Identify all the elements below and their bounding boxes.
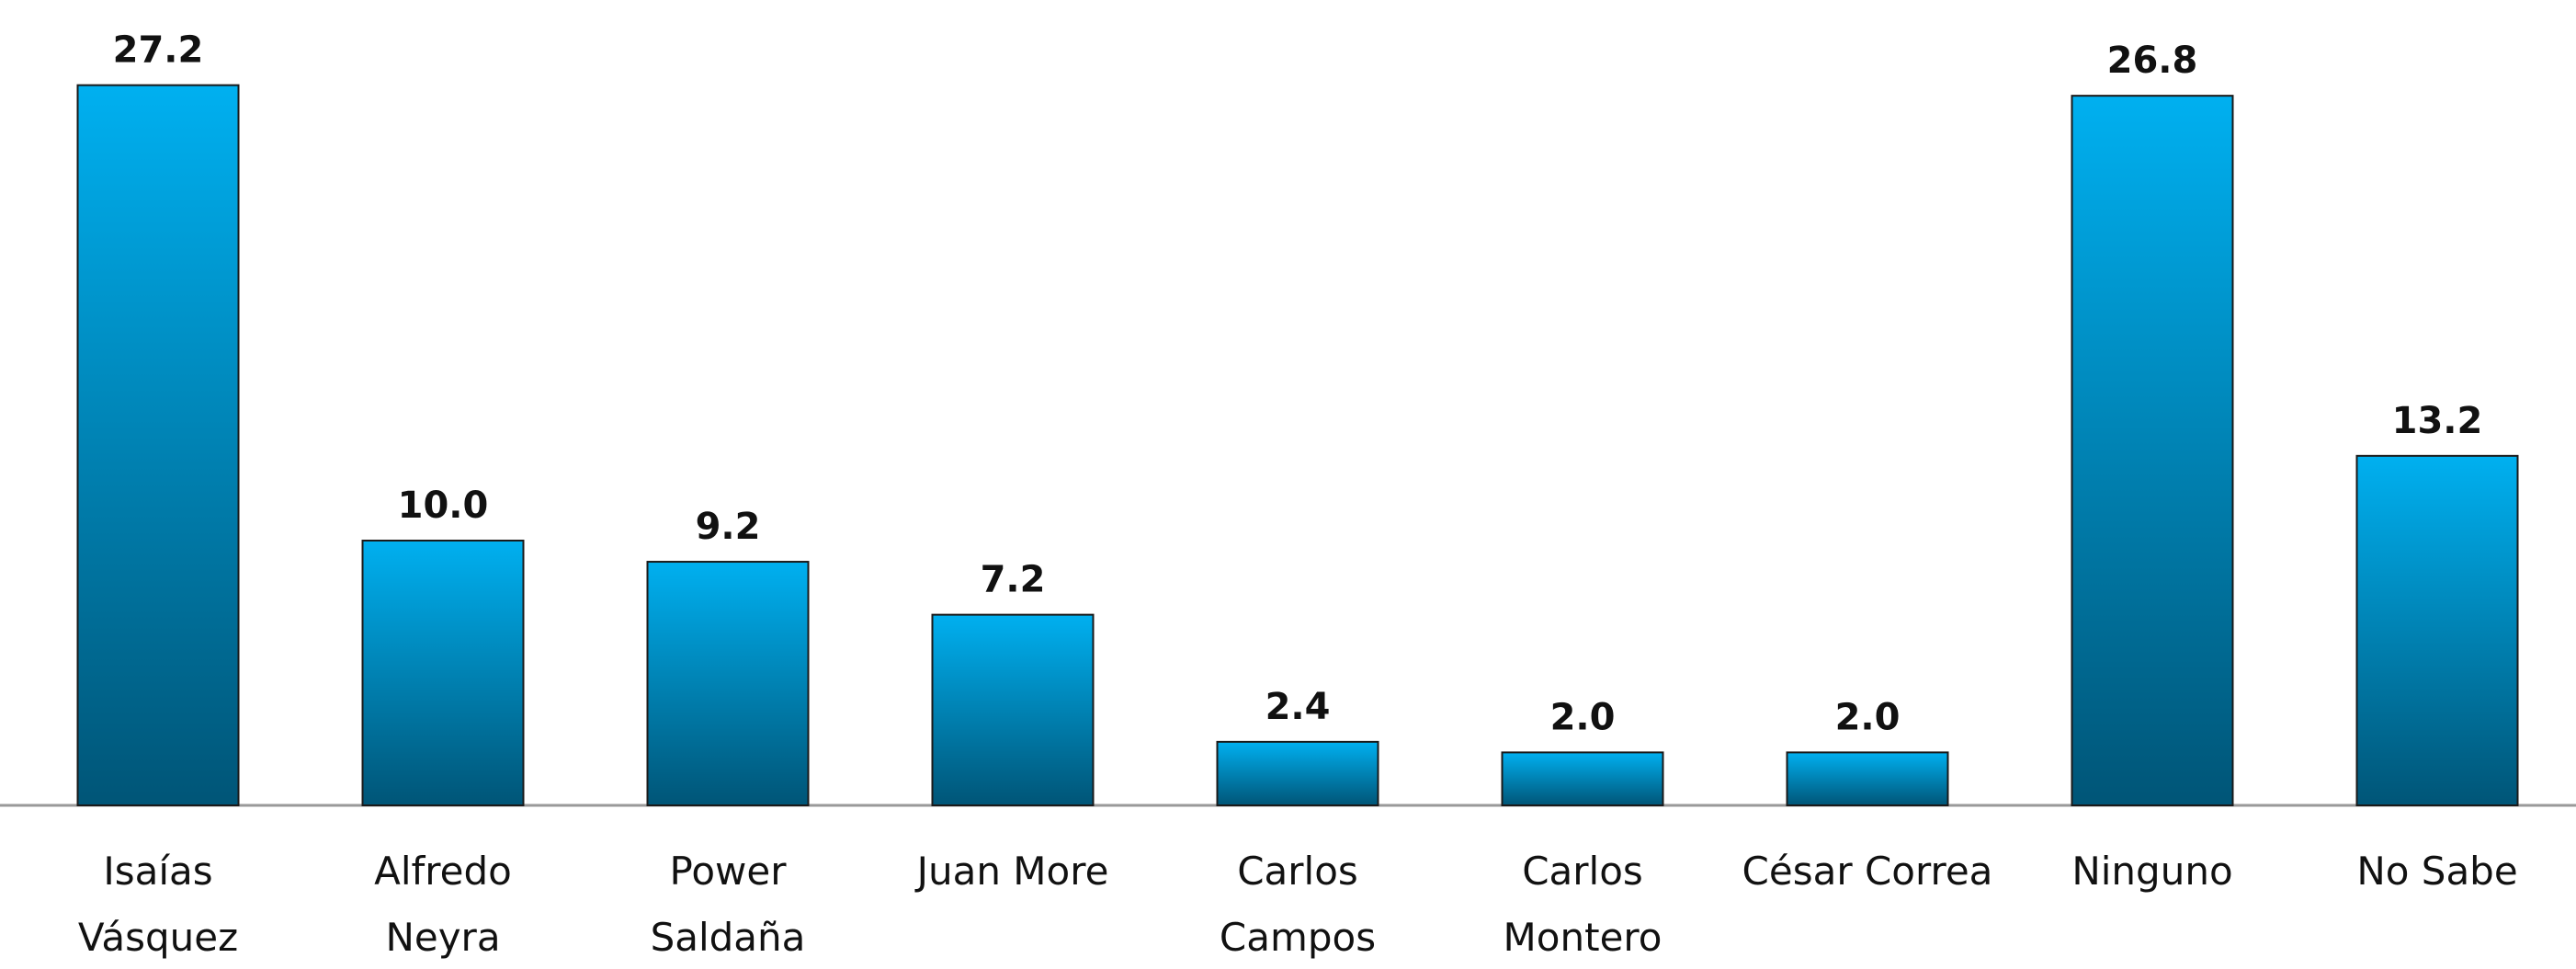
value-label: 26.8 — [2107, 40, 2198, 82]
category-label: Isaías Vásquez — [77, 849, 239, 960]
bar — [1216, 740, 1379, 807]
bar — [1786, 751, 1949, 807]
bar — [2071, 95, 2234, 807]
value-label: 7.2 — [981, 559, 1046, 601]
category-label: No Sabe — [2356, 849, 2518, 894]
value-label: 13.2 — [2392, 400, 2483, 442]
category-label: Carlos Montero — [1503, 849, 1662, 960]
value-label: 2.0 — [1550, 696, 1616, 738]
bar — [646, 561, 810, 806]
category-label: Alfredo Neyra — [374, 849, 512, 960]
value-label: 2.0 — [1835, 696, 1901, 738]
category-label: César Correa — [1742, 849, 1993, 894]
bar — [1501, 751, 1664, 807]
bar — [76, 84, 240, 806]
category-label: Power Saldaña — [650, 849, 806, 960]
value-label: 10.0 — [398, 484, 489, 527]
bar — [931, 613, 1095, 807]
category-label: Ninguno — [2071, 849, 2233, 894]
value-label: 2.4 — [1265, 686, 1331, 728]
bar — [2355, 454, 2519, 806]
category-label: Carlos Campos — [1219, 849, 1377, 960]
value-label: 27.2 — [113, 29, 204, 72]
bar — [361, 540, 525, 806]
value-label: 9.2 — [696, 506, 761, 548]
category-label: Juan More — [916, 849, 1109, 894]
